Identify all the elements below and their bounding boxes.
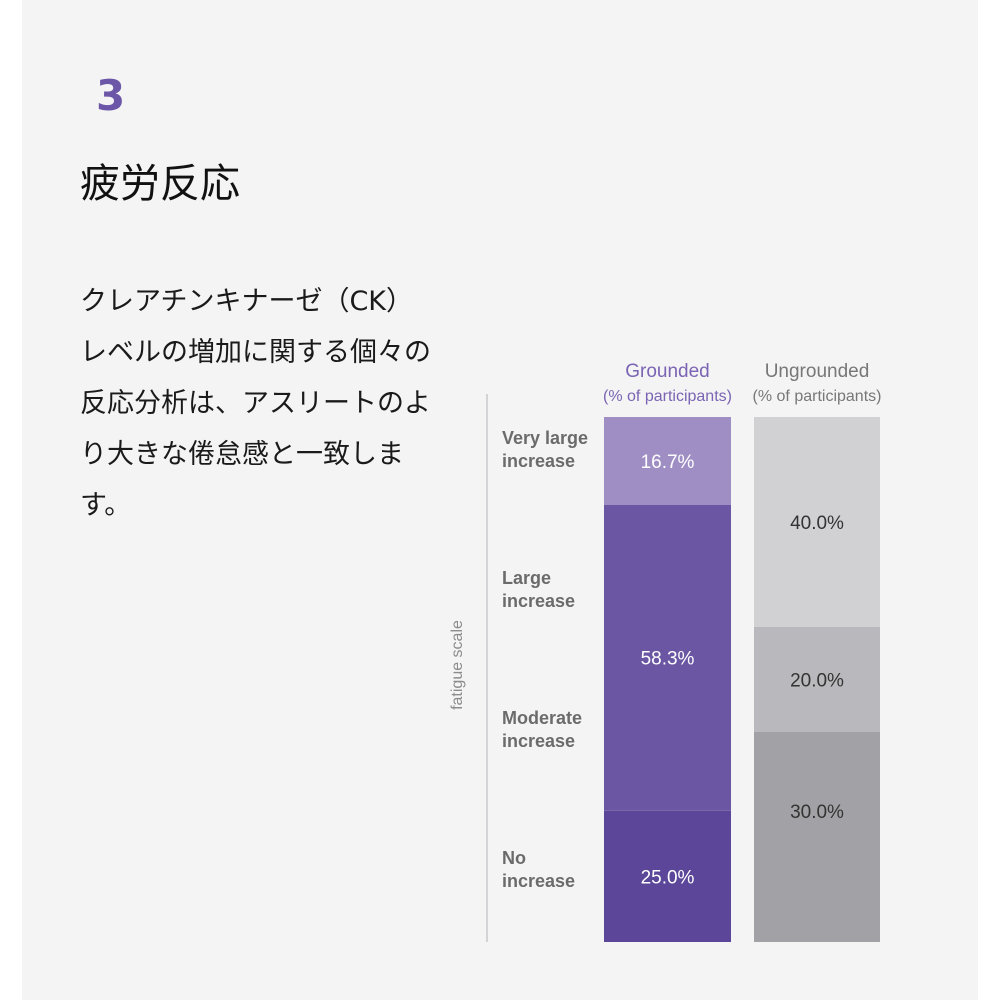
data-label-ungrounded-3: 40.0%: [790, 513, 844, 534]
data-label-ungrounded-1: 30.0%: [790, 802, 844, 823]
bar-ungrounded-1: [754, 732, 880, 890]
data-label-ungrounded-2: 20.0%: [790, 671, 844, 692]
series-sublabel-ungrounded: (% of participants): [753, 388, 882, 405]
series-name-grounded: Grounded: [625, 361, 710, 382]
bar-grounded-1: [604, 504, 731, 811]
category-label-2: Large increase: [502, 568, 575, 611]
bar-grounded-0: [604, 810, 731, 942]
series-sublabel-grounded: (% of participants): [603, 388, 732, 405]
category-label-1: Moderate increase: [502, 708, 582, 751]
series-name-ungrounded: Ungrounded: [765, 361, 870, 382]
bar-ungrounded-0: [754, 889, 880, 942]
step-number: 3: [96, 71, 126, 120]
axis-title: fatigue scale: [449, 620, 466, 710]
bar-ungrounded-3: [754, 417, 880, 627]
bar-grounded-2: [604, 417, 731, 505]
body-text: クレアチンキナーゼ（CK）レベルの増加に関する個々の反応分析は、アスリートのより…: [80, 286, 431, 521]
page-title: 疲労反応: [80, 161, 240, 207]
category-label-0: No increase: [502, 848, 575, 891]
bar-ungrounded-2: [754, 627, 880, 732]
category-label-3: Very large increase: [502, 428, 588, 471]
data-label-grounded-0: 25.0%: [641, 867, 695, 888]
data-label-grounded-1: 58.3%: [641, 649, 695, 670]
data-label-grounded-2: 16.7%: [641, 452, 695, 473]
